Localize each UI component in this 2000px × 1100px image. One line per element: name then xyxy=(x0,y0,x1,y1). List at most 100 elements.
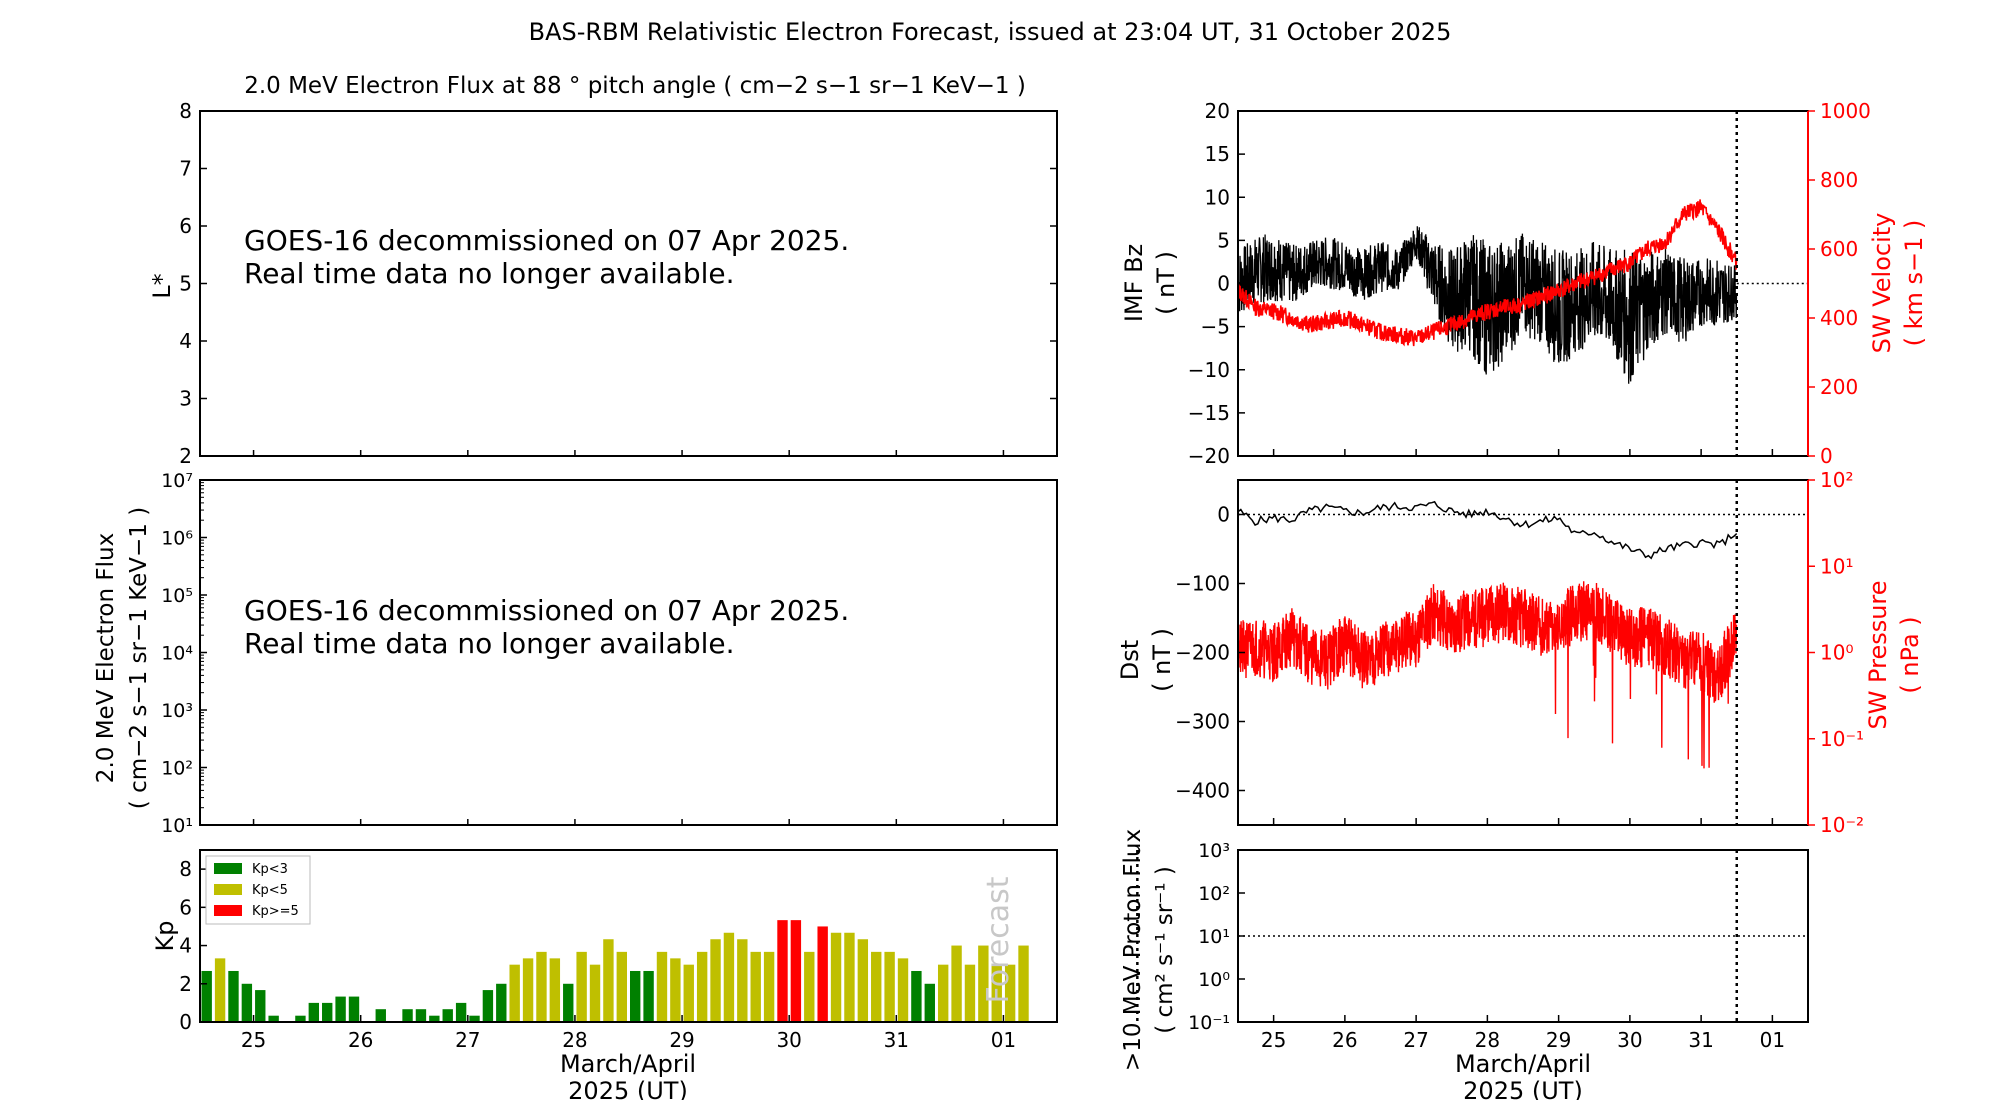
kp-bar xyxy=(844,932,855,1022)
sw-velocity-y-tick-label: 0 xyxy=(1820,444,1833,468)
dst-y-tick-label: −300 xyxy=(1175,710,1230,734)
proton-y-tick-label: 10² xyxy=(1198,883,1230,905)
imf-y-tick-label: 0 xyxy=(1217,272,1230,296)
kp-bar xyxy=(536,951,547,1022)
imf-y-tick-label: −20 xyxy=(1188,444,1230,468)
dst-line xyxy=(1237,500,1738,560)
lstar-y-tick-label: 4 xyxy=(179,329,192,353)
kp-bar xyxy=(804,951,815,1022)
proton-x-tick-label: 30 xyxy=(1617,1028,1642,1052)
electron-flux-message-line-2: Real time data no longer available. xyxy=(244,627,735,660)
kp-y-tick-label: 4 xyxy=(179,934,192,958)
kp-bar xyxy=(643,970,654,1022)
electron-flux-y-tick-label: 10⁷ xyxy=(161,470,193,492)
kp-bar xyxy=(951,945,962,1022)
kp-bar xyxy=(777,920,788,1022)
kp-bar xyxy=(817,926,828,1022)
dst-y-label-line-2: ( nT ) xyxy=(1148,628,1176,692)
kp-x-tick-label: 29 xyxy=(669,1028,694,1052)
proton-y-tick-label: 10³ xyxy=(1198,840,1230,862)
lstar-y-tick-label: 3 xyxy=(179,387,192,411)
imf-series xyxy=(1237,111,1808,456)
panel-proton-flux: 10³ 10² 10¹ 10⁰ 10⁻¹ 25 26 27 28 29 30 31 01 >10 MeV… xyxy=(1120,829,1809,1100)
lstar-y-tick-label: 8 xyxy=(179,99,192,123)
proton-x-tick-label: 27 xyxy=(1403,1028,1428,1052)
imf-y-tick-label: −10 xyxy=(1188,358,1230,382)
kp-x-label-line-2: 2025 (UT) xyxy=(568,1077,688,1100)
kp-bar xyxy=(911,970,922,1022)
kp-ticks: 0 2 4 6 8 25 26 27 28 29 30 31 01 xyxy=(179,857,1016,1052)
kp-x-tick-label: 27 xyxy=(455,1028,480,1052)
kp-bar xyxy=(710,939,721,1022)
electron-flux-y-tick-label: 10¹ xyxy=(161,815,193,837)
kp-legend-swatch-high xyxy=(214,905,242,916)
kp-bar xyxy=(482,990,494,1022)
proton-x-tick-label: 01 xyxy=(1760,1028,1785,1052)
lstar-y-tick-label: 5 xyxy=(179,272,192,296)
kp-legend-swatch-mid xyxy=(214,884,242,895)
kp-bar xyxy=(991,964,1002,1022)
sw-pressure-y-tick-label: 10⁻¹ xyxy=(1820,727,1864,751)
kp-bar xyxy=(415,1009,427,1022)
imf-y-label-line-1: IMF Bz xyxy=(1120,244,1148,322)
kp-bar xyxy=(750,951,761,1022)
kp-bar xyxy=(1018,945,1029,1022)
kp-bar xyxy=(335,996,346,1022)
sw-velocity-y-label-line-2: ( km s−1 ) xyxy=(1900,220,1928,347)
kp-bar xyxy=(228,970,239,1022)
lstar-y-ticks: 2 3 4 5 6 7 8 xyxy=(179,99,1057,468)
dst-ticks: 0 −100 −200 −300 −400 10² 10¹ 10⁰ 10⁻¹ 10⁻² xyxy=(1175,468,1864,837)
proton-x-tick-label: 29 xyxy=(1546,1028,1571,1052)
kp-bar xyxy=(402,1009,413,1022)
kp-bar xyxy=(268,1015,279,1022)
kp-x-tick-label: 30 xyxy=(776,1028,801,1052)
kp-forecast-label: Forecast xyxy=(981,876,1016,1003)
kp-bar xyxy=(469,1015,480,1022)
kp-bar xyxy=(375,1009,386,1022)
proton-y-label-line-1: >10 MeV Proton Flux xyxy=(1120,829,1146,1071)
kp-bar xyxy=(790,920,802,1022)
lstar-message-line-2: Real time data no longer available. xyxy=(244,257,735,290)
kp-legend-label-low: Kp<3 xyxy=(252,862,288,877)
kp-bar xyxy=(964,964,976,1022)
panel-dst-pressure: 0 −100 −200 −300 −400 10² 10¹ 10⁰ 10⁻¹ 10⁻² Dst (… xyxy=(1116,468,1924,837)
kp-y-tick-label: 2 xyxy=(179,972,192,996)
imf-y-tick-label: 15 xyxy=(1205,142,1230,166)
electron-flux-y-label-line-1: 2.0 MeV Electron Flux xyxy=(93,533,119,783)
kp-bar xyxy=(897,958,909,1022)
dst-y-tick-label: 0 xyxy=(1217,503,1230,527)
kp-bar xyxy=(670,958,681,1022)
lstar-panel-title: 2.0 MeV Electron Flux at 88 ° pitch angl… xyxy=(244,73,1026,99)
kp-y-label: Kp xyxy=(151,921,179,952)
kp-bar xyxy=(308,1002,320,1022)
imf-ticks: 20 15 10 5 0 −5 −10 −15 −20 1000 800 600 400 200 0 xyxy=(1188,99,1871,468)
kp-bar xyxy=(322,1002,333,1022)
kp-bar xyxy=(429,1015,440,1022)
lstar-y-label: L* xyxy=(148,273,176,298)
kp-bar xyxy=(603,939,614,1022)
kp-bar xyxy=(696,951,708,1022)
kp-bar xyxy=(763,951,775,1022)
proton-x-label-line-1: March/April xyxy=(1455,1050,1591,1078)
imf-y-tick-label: 10 xyxy=(1205,185,1230,209)
dst-y-tick-label: −100 xyxy=(1175,572,1230,596)
kp-legend: Kp<3 Kp<5 Kp>=5 xyxy=(205,855,311,925)
imf-y-label-line-2: ( nT ) xyxy=(1152,251,1180,315)
dst-y-label-line-1: Dst xyxy=(1116,640,1144,680)
kp-bar xyxy=(723,932,735,1022)
kp-y-tick-label: 6 xyxy=(179,895,192,919)
kp-y-tick-label: 8 xyxy=(179,857,192,881)
figure-title: BAS-RBM Relativistic Electron Forecast, … xyxy=(529,18,1452,46)
electron-flux-y-tick-label: 10⁶ xyxy=(161,528,193,550)
proton-y-tick-label: 10⁰ xyxy=(1198,969,1230,991)
kp-bar xyxy=(496,983,507,1022)
proton-y-tick-label: 10⁻¹ xyxy=(1188,1012,1230,1034)
kp-bar xyxy=(255,990,266,1022)
kp-bar xyxy=(348,996,360,1022)
sw-velocity-y-tick-label: 1000 xyxy=(1820,99,1871,123)
imf-y-tick-label: 20 xyxy=(1205,99,1230,123)
imf-y-tick-label: 5 xyxy=(1217,228,1230,252)
panel-kp: 0 2 4 6 8 25 26 27 28 29 30 31 01 Kp Forecast Kp<3 K… xyxy=(151,849,1139,1100)
kp-bar xyxy=(442,1009,453,1022)
